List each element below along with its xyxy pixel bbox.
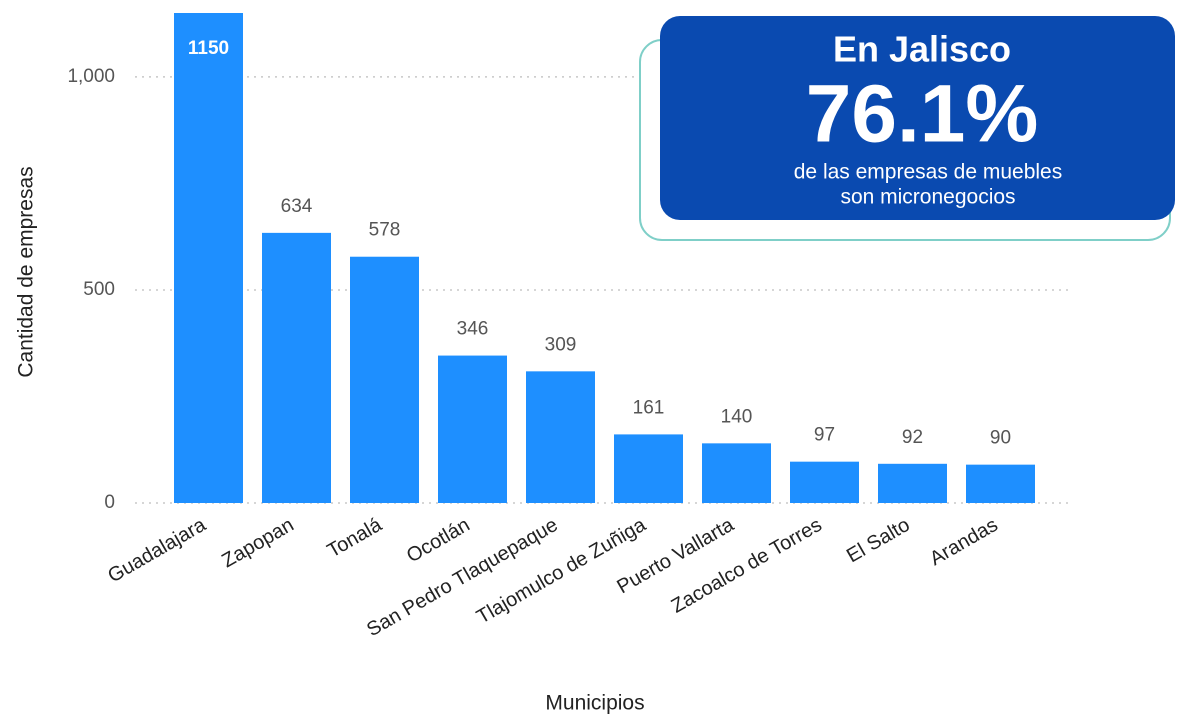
x-tick-label: Tonalá	[324, 513, 387, 562]
value-label: 92	[902, 427, 923, 448]
value-label: 346	[457, 319, 489, 340]
bar	[702, 443, 771, 503]
value-label: 1150	[188, 38, 229, 59]
x-tick-label: Zapopan	[218, 514, 297, 573]
bar	[438, 355, 507, 503]
value-label: 90	[990, 428, 1011, 449]
y-tick-label: 1,000	[67, 66, 115, 87]
value-label: 140	[721, 406, 753, 427]
callout-figure: 76.1%	[806, 69, 1039, 160]
bar	[526, 371, 595, 503]
bar	[350, 256, 419, 503]
value-label: 309	[545, 334, 577, 355]
x-tick-label: El Salto	[843, 514, 914, 568]
bar	[790, 461, 859, 503]
callout-line: son micronegocios	[840, 186, 1015, 209]
bar	[174, 13, 243, 503]
x-tick-label: Arandas	[926, 514, 1002, 570]
callout-box	[660, 16, 1175, 220]
x-axis-title: Municipios	[545, 692, 644, 715]
value-label: 578	[369, 220, 401, 241]
value-label: 97	[814, 425, 835, 446]
x-tick-label: Guadalajara	[104, 513, 210, 587]
x-tick-label: Tlajomulco de Zuñiga	[473, 513, 650, 628]
callout-line: de las empresas de muebles	[794, 161, 1062, 184]
callout: En Jalisco 76.1% de las empresas de mueb…	[639, 16, 1175, 241]
y-tick-label: 0	[104, 492, 115, 513]
bar	[614, 434, 683, 503]
bar	[878, 463, 947, 503]
callout-heading: En Jalisco	[833, 29, 1011, 70]
value-label: 161	[633, 397, 665, 418]
y-axis-title: Cantidad de empresas	[15, 166, 38, 377]
x-tick-label: Zacoalco de Torres	[668, 514, 826, 618]
bar	[966, 464, 1035, 503]
value-label: 634	[281, 196, 313, 217]
x-tick-label: Ocotlán	[403, 514, 474, 568]
y-tick-label: 500	[83, 279, 115, 300]
bar	[262, 232, 331, 503]
